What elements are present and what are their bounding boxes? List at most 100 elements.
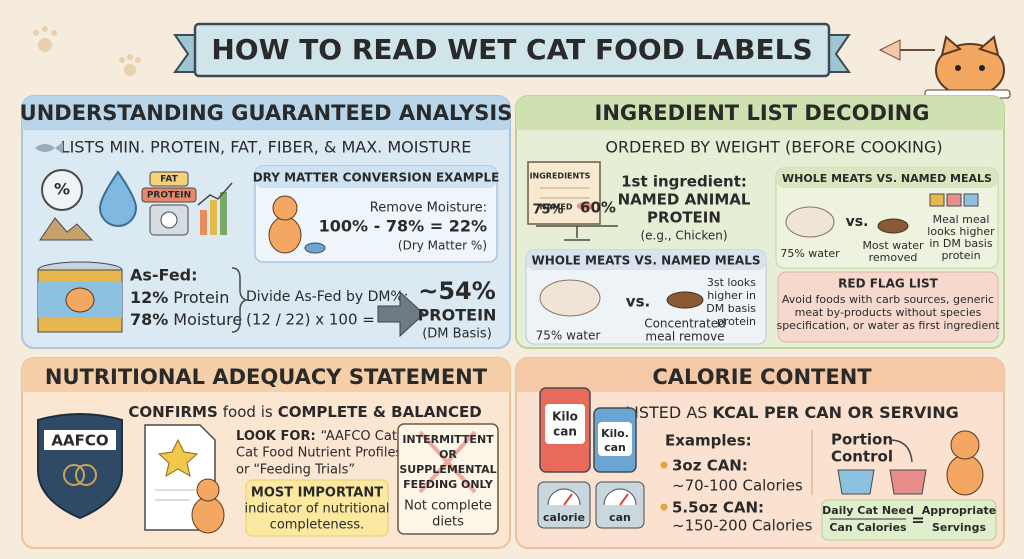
illustration — [22, 358, 510, 392]
illustration — [220, 192, 227, 235]
text: (e.g., Chicken) — [640, 229, 727, 243]
text: NAMED ANIMAL — [618, 191, 751, 209]
result-label: PROTEIN — [418, 306, 497, 325]
text: Cat Food Nutrient Profiles” — [236, 446, 409, 461]
text: or “Feeding Trials” — [236, 463, 355, 478]
illustration — [946, 454, 984, 496]
illustration — [191, 496, 225, 534]
can-label: Kilo. — [601, 427, 629, 440]
text: Not complete — [404, 499, 492, 514]
text: ~70-100 Calories — [672, 477, 803, 495]
can-label: Kilo — [552, 410, 578, 424]
illustration — [563, 493, 573, 506]
box-title: WHOLE MEATS VS. NAMED MEALS — [532, 254, 761, 268]
can-illustration — [37, 261, 123, 333]
text: CONFIRMS food is COMPLETE & BALANCED — [128, 403, 481, 421]
illustration — [38, 38, 52, 52]
scroll-label: NAMED — [540, 203, 573, 212]
illustration — [65, 287, 95, 313]
text: CONFIRMS — [128, 403, 217, 421]
cat-illustration — [268, 195, 326, 254]
scroll-illustration — [527, 161, 601, 225]
title-banner — [193, 22, 831, 78]
text: Remove Moisture: — [370, 201, 487, 216]
result: ~54% — [418, 277, 496, 305]
illustration — [929, 193, 945, 207]
illustration — [776, 168, 998, 188]
text: LOOK FOR: — [236, 429, 316, 444]
illustration — [157, 438, 199, 478]
cat-illustration — [946, 430, 984, 496]
text: COMPLETE & BALANCED — [278, 403, 482, 421]
box-title: RED FLAG LIST — [838, 277, 938, 291]
text: Moisture — [173, 310, 242, 329]
text: vs. — [626, 293, 650, 311]
icon-label: PROTEIN — [147, 191, 191, 201]
text: INTERMITTENT — [402, 433, 494, 446]
text: FEEDING ONLY — [403, 478, 494, 491]
illustration — [200, 210, 207, 235]
text: MOST IMPORTANT — [251, 486, 383, 501]
gauge-label: can — [609, 511, 631, 524]
illustration — [539, 279, 601, 317]
text: 78% Moisture — [130, 310, 242, 329]
illustration — [950, 430, 980, 460]
label: As-Fed: — [130, 266, 198, 285]
text: Examples: — [665, 432, 752, 450]
illustration — [33, 30, 39, 36]
text: meat by-products without species — [795, 306, 982, 319]
text: LOOK FOR: “AAFCO Cat — [236, 429, 397, 444]
illustration — [196, 478, 220, 502]
badge-label: AAFCO — [51, 432, 108, 450]
icon-label: % — [54, 180, 70, 199]
text: Most water — [862, 239, 924, 252]
label: 60% — [580, 199, 616, 217]
text: vs. — [846, 214, 869, 230]
text: Concentrated — [644, 317, 726, 331]
illustration — [22, 96, 510, 130]
illustration — [516, 96, 1004, 130]
text: in DM basis — [929, 237, 992, 250]
text: food is — [223, 403, 273, 421]
text: ~150-200 Calories — [672, 517, 813, 535]
text: indicator of nutritional — [244, 502, 389, 517]
text: LISTED AS KCAL PER CAN OR SERVING — [625, 403, 959, 422]
text: 3oz CAN: — [672, 457, 748, 475]
text: LISTED AS — [625, 403, 707, 422]
text: Servings — [932, 521, 986, 534]
section-header: UNDERSTANDING GUARANTEED ANALYSIS — [20, 101, 513, 125]
highlight-box — [245, 479, 389, 537]
icon-label: FAT — [160, 175, 178, 185]
illustration — [526, 250, 766, 270]
illustration — [135, 57, 141, 63]
illustration — [603, 488, 637, 506]
illustration — [963, 193, 979, 207]
text: Portion — [831, 431, 893, 449]
section-header: INGREDIENT LIST DECODING — [595, 101, 930, 125]
text: specification, or water as first ingredi… — [776, 319, 1000, 332]
illustration — [955, 65, 961, 71]
text: = — [911, 511, 924, 530]
text: protein — [941, 249, 980, 262]
text: looks higher — [927, 225, 995, 238]
text: Daily Cat Need — [822, 504, 914, 517]
illustration — [141, 187, 197, 203]
text: protein — [717, 315, 756, 328]
illustration — [210, 200, 217, 235]
illustration — [660, 461, 668, 469]
illustration — [940, 35, 1000, 57]
box-title: WHOLE MEATS VS. NAMED MEALS — [782, 172, 992, 185]
scroll-label: INGREDIENTS — [530, 172, 591, 181]
illustration — [272, 195, 298, 221]
illustration — [197, 182, 233, 206]
text: DM basis — [706, 302, 756, 315]
section-header: CALORIE CONTENT — [652, 365, 872, 389]
text: Avoid foods with carb sources, generic — [782, 293, 994, 306]
can-label: can — [604, 441, 626, 454]
text: completeness. — [270, 518, 365, 533]
illustration — [545, 404, 585, 444]
illustration — [598, 422, 632, 456]
cat-illustration — [878, 35, 1011, 99]
illustration — [418, 430, 477, 494]
